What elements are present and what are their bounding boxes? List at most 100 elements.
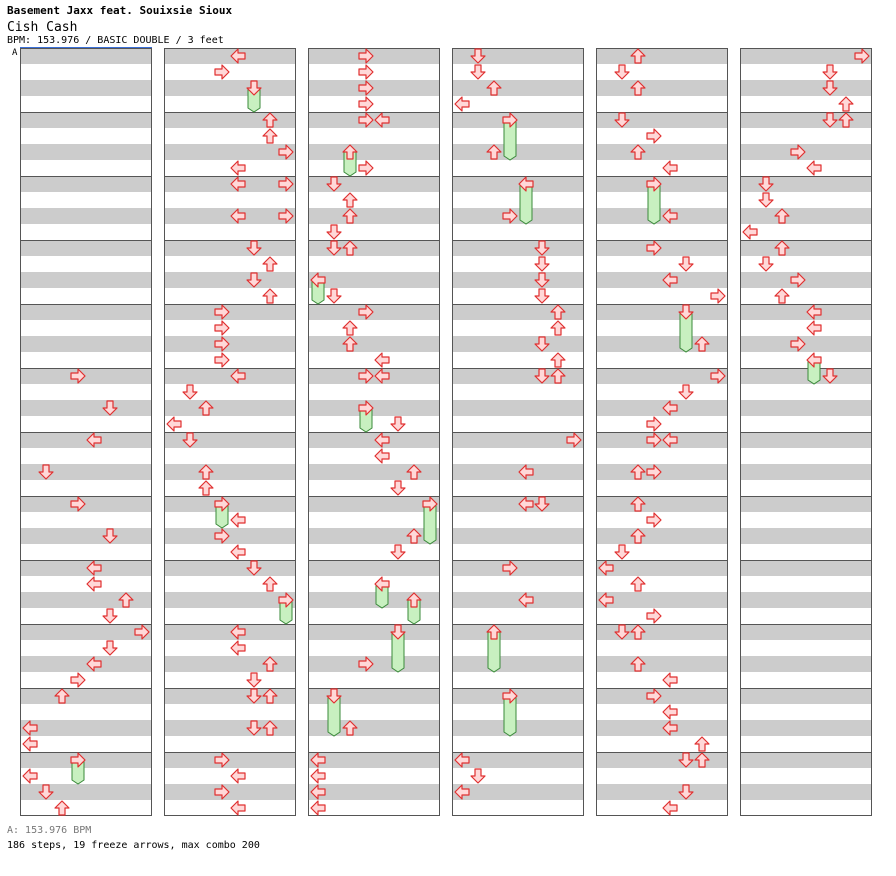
beat-stripe — [452, 400, 584, 416]
arrow-left-icon — [230, 208, 246, 224]
beat-stripe — [596, 48, 728, 64]
arrow-left-icon — [742, 224, 758, 240]
chart-column-border — [452, 48, 584, 816]
beat-stripe — [740, 176, 872, 192]
arrow-up-icon — [54, 800, 70, 816]
arrow-down-icon — [678, 256, 694, 272]
arrow-right-icon — [214, 336, 230, 352]
beat-stripe — [452, 304, 584, 320]
arrow-right-icon — [134, 624, 150, 640]
beat-stripe — [596, 464, 728, 480]
beat-stripe — [740, 784, 872, 800]
arrow-down-icon — [326, 240, 342, 256]
beat-stripe — [164, 80, 296, 96]
arrow-right-icon — [502, 112, 518, 128]
arrow-right-icon — [646, 464, 662, 480]
beat-stripe — [452, 336, 584, 352]
arrow-right-icon — [854, 48, 870, 64]
beat-stripe — [452, 272, 584, 288]
arrow-up-icon — [550, 320, 566, 336]
arrow-right-icon — [70, 368, 86, 384]
arrow-left-icon — [662, 672, 678, 688]
arrow-left-icon — [22, 768, 38, 784]
beat-stripe — [452, 48, 584, 64]
arrow-up-icon — [198, 464, 214, 480]
beat-stripe — [740, 496, 872, 512]
arrow-left-icon — [662, 704, 678, 720]
beat-stripe — [452, 80, 584, 96]
beat-stripe — [20, 304, 152, 320]
arrow-right-icon — [214, 64, 230, 80]
arrow-up-icon — [406, 464, 422, 480]
beat-stripe — [164, 48, 296, 64]
beat-stripe — [452, 784, 584, 800]
arrow-down-icon — [470, 48, 486, 64]
beat-stripe — [20, 48, 152, 64]
arrow-down-icon — [246, 560, 262, 576]
beat-stripe — [20, 176, 152, 192]
beat-stripe — [308, 336, 440, 352]
arrow-down-icon — [678, 784, 694, 800]
beat-stripe — [20, 656, 152, 672]
beat-stripe — [452, 240, 584, 256]
beat-stripe — [308, 144, 440, 160]
beat-stripe — [452, 720, 584, 736]
arrow-left-icon — [230, 368, 246, 384]
arrow-left-icon — [86, 560, 102, 576]
arrow-left-icon — [518, 464, 534, 480]
arrow-down-icon — [822, 64, 838, 80]
beat-stripe — [740, 688, 872, 704]
arrow-left-icon — [22, 720, 38, 736]
beat-stripe — [164, 144, 296, 160]
arrow-right-icon — [358, 368, 374, 384]
chart-info: BPM: 153.976 / BASIC DOUBLE / 3 feet — [7, 35, 224, 46]
beat-stripe — [20, 144, 152, 160]
arrow-down-icon — [534, 272, 550, 288]
arrow-right-icon — [214, 496, 230, 512]
arrow-left-icon — [806, 320, 822, 336]
arrow-up-icon — [550, 368, 566, 384]
beat-stripe — [740, 464, 872, 480]
arrow-left-icon — [806, 304, 822, 320]
arrow-left-icon — [598, 560, 614, 576]
arrow-down-icon — [390, 544, 406, 560]
arrow-left-icon — [230, 544, 246, 560]
beat-stripe — [308, 592, 440, 608]
chart-column-border — [596, 48, 728, 816]
arrow-up-icon — [262, 688, 278, 704]
beat-stripe — [20, 720, 152, 736]
beat-stripe — [164, 432, 296, 448]
arrow-left-icon — [662, 160, 678, 176]
beat-stripe — [740, 752, 872, 768]
beat-stripe — [452, 592, 584, 608]
arrow-up-icon — [262, 288, 278, 304]
arrow-right-icon — [790, 336, 806, 352]
beat-stripe — [308, 624, 440, 640]
arrow-up-icon — [694, 736, 710, 752]
beat-stripe — [308, 720, 440, 736]
beat-stripe — [740, 560, 872, 576]
arrow-left-icon — [662, 208, 678, 224]
arrow-left-icon — [166, 416, 182, 432]
arrow-left-icon — [310, 752, 326, 768]
beat-stripe — [20, 432, 152, 448]
beat-stripe — [596, 272, 728, 288]
beat-stripe — [20, 624, 152, 640]
beat-stripe — [308, 112, 440, 128]
beat-stripe — [164, 336, 296, 352]
arrow-down-icon — [246, 80, 262, 96]
arrow-up-icon — [262, 656, 278, 672]
arrow-down-icon — [390, 480, 406, 496]
beat-stripe — [164, 400, 296, 416]
beat-stripe — [740, 112, 872, 128]
arrow-right-icon — [710, 368, 726, 384]
arrow-right-icon — [710, 288, 726, 304]
arrow-left-icon — [454, 784, 470, 800]
arrow-down-icon — [534, 240, 550, 256]
arrow-up-icon — [262, 112, 278, 128]
arrow-up-icon — [342, 720, 358, 736]
arrow-right-icon — [278, 208, 294, 224]
beat-stripe — [164, 464, 296, 480]
beat-stripe — [596, 368, 728, 384]
arrow-up-icon — [342, 320, 358, 336]
